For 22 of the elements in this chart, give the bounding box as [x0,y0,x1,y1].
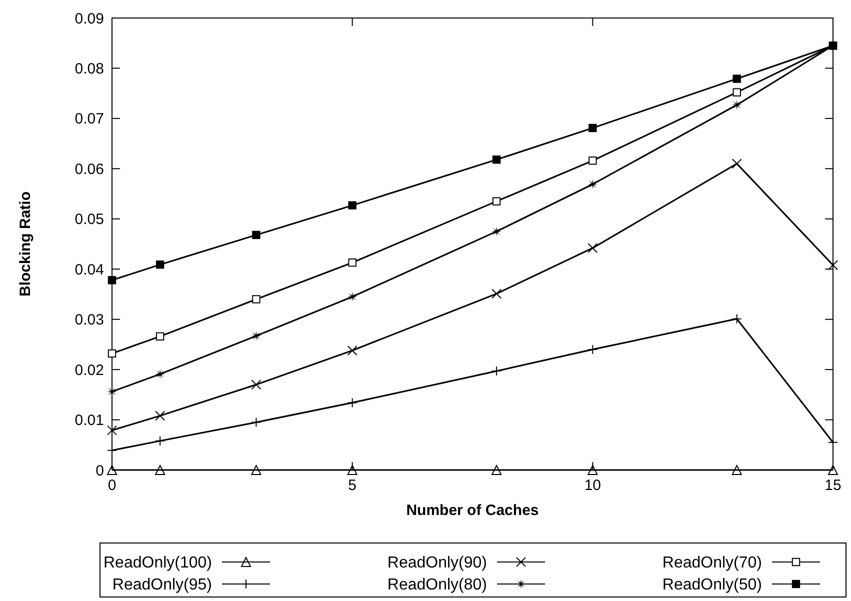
y-tick-label: 0.01 [74,412,104,430]
x-tick-label: 15 [824,477,842,494]
x-tick-label: 10 [584,477,602,494]
legend-label: ReadOnly(70) [662,554,762,572]
y-tick-label: 0.06 [74,160,104,178]
y-tick-label: 0.08 [74,60,104,78]
y-tick-label: 0.09 [74,10,104,28]
legend-label: ReadOnly(95) [112,576,212,594]
y-tick-label: 0.07 [74,110,104,128]
legend-label: ReadOnly(90) [387,554,487,572]
y-tick-label: 0.04 [74,261,104,278]
legend-label: ReadOnly(100) [104,554,212,572]
y-tick-label: 0 [96,462,104,480]
x-tick-label: 5 [348,477,357,494]
y-tick-label: 0.02 [74,362,104,379]
legend-label: ReadOnly(80) [387,576,487,594]
x-tick-label: 0 [108,477,116,494]
legend-label: ReadOnly(50) [662,576,762,594]
y-tick-label: 0.03 [74,312,104,329]
y-tick-label: 0.05 [74,211,104,228]
x-axis-title: Number of Caches [406,502,539,519]
y-axis-title: Blocking Ratio [17,191,34,297]
